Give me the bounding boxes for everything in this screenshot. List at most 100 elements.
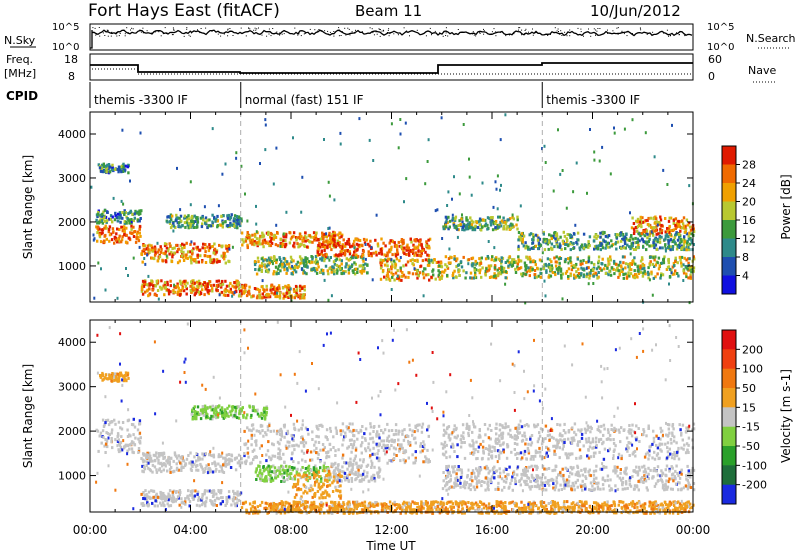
heatmap-cell: [319, 237, 322, 241]
heatmap-cell: [276, 231, 279, 234]
heatmap-cell: [671, 123, 673, 127]
noise-point: [327, 30, 329, 32]
noise-point: [154, 31, 156, 33]
heatmap-cell: [398, 449, 401, 453]
heatmap-cell: [235, 156, 238, 160]
heatmap-cell: [317, 441, 321, 444]
heatmap-cell: [394, 266, 397, 270]
heatmap-cell: [538, 258, 542, 262]
heatmap-cell: [332, 266, 335, 270]
heatmap-cell: [265, 258, 268, 262]
heatmap-cell: [142, 491, 145, 494]
heatmap-cell: [321, 231, 324, 235]
heatmap-cell: [339, 489, 342, 493]
heatmap-cell: [292, 422, 296, 426]
heatmap-cell: [330, 294, 333, 298]
heatmap-cell: [185, 287, 188, 291]
heatmap-cell: [103, 219, 107, 223]
heatmap-cell: [137, 451, 140, 454]
heatmap-cell: [120, 427, 124, 431]
heatmap-cell: [380, 249, 383, 253]
heatmap-cell: [603, 231, 606, 235]
heatmap-cell: [623, 237, 626, 241]
heatmap-cell: [657, 256, 661, 260]
heatmap-cell: [561, 297, 564, 301]
heatmap-cell: [474, 224, 477, 228]
heatmap-cell: [575, 161, 578, 165]
heatmap-cell: [331, 240, 334, 244]
heatmap-cell: [124, 211, 127, 215]
heatmap-cell: [340, 245, 344, 249]
heatmap-cell: [261, 296, 264, 300]
heatmap-cell: [278, 291, 282, 295]
heatmap-cell: [333, 233, 336, 237]
heatmap-cell: [113, 218, 117, 222]
heatmap-cell: [143, 290, 147, 294]
heatmap-cell: [277, 447, 280, 451]
heatmap-cell: [555, 267, 559, 271]
heatmap-cell: [521, 237, 524, 241]
heatmap-cell: [543, 279, 546, 283]
heatmap-cell: [126, 444, 129, 448]
heatmap-cell: [244, 283, 248, 287]
heatmap-cell: [299, 261, 302, 265]
noise-point: [355, 29, 356, 31]
heatmap-cell: [225, 501, 228, 505]
freq-label-line2: [MHz]: [4, 67, 36, 80]
heatmap-cell: [549, 268, 552, 272]
heatmap-cell: [145, 247, 149, 251]
heatmap-cell: [282, 296, 285, 300]
heatmap-cell: [117, 170, 120, 174]
heatmap-cell: [160, 491, 164, 495]
heatmap-cell: [258, 237, 261, 241]
heatmap-cell: [688, 225, 692, 229]
heatmap-cell: [376, 452, 379, 456]
heatmap-cell: [683, 248, 686, 252]
heatmap-cell: [104, 451, 107, 454]
heatmap-cell: [143, 257, 146, 260]
heatmap-cell: [487, 240, 490, 243]
heatmap-cell: [311, 473, 314, 477]
heatmap-cell: [617, 233, 620, 237]
noise-point: [386, 32, 388, 33]
heatmap-cell: [424, 182, 427, 186]
heatmap-cell: [182, 243, 186, 247]
heatmap-cell: [237, 294, 241, 298]
noise-point: [118, 35, 120, 37]
heatmap-cell: [308, 476, 311, 479]
heatmap-cell: [243, 290, 246, 294]
heatmap-cell: [362, 237, 366, 241]
heatmap-cell: [155, 451, 158, 455]
heatmap-cell: [636, 229, 639, 233]
heatmap-cell: [528, 269, 532, 273]
heatmap-cell: [125, 220, 128, 224]
heatmap-cell: [292, 460, 295, 463]
heatmap-cell: [422, 276, 426, 280]
heatmap-cell: [163, 242, 167, 246]
heatmap-cell: [197, 290, 200, 294]
heatmap-cell: [418, 271, 422, 275]
heatmap-cell: [234, 468, 238, 472]
heatmap-cell: [153, 284, 156, 288]
heatmap-cell: [479, 261, 483, 265]
heatmap-cell: [529, 260, 532, 264]
heatmap-cell: [246, 446, 249, 450]
heatmap-cell: [492, 274, 496, 278]
heatmap-cell: [363, 469, 366, 473]
heatmap-cell: [524, 268, 527, 272]
heatmap-cell: [670, 268, 673, 272]
heatmap-cell: [606, 257, 610, 261]
heatmap-cell: [187, 454, 190, 457]
heatmap-cell: [175, 218, 178, 222]
heatmap-cell: [191, 251, 194, 255]
heatmap-cell: [401, 432, 404, 436]
heatmap-cell: [151, 501, 154, 505]
heatmap-cell: [334, 243, 337, 246]
heatmap-cell: [322, 272, 325, 276]
noise-right-label: N.Search: [746, 32, 796, 45]
heatmap-cell: [194, 215, 198, 219]
heatmap-cell: [174, 454, 178, 458]
heatmap-cell: [569, 248, 572, 252]
heatmap-cell: [282, 239, 285, 243]
heatmap-cell: [421, 259, 425, 263]
